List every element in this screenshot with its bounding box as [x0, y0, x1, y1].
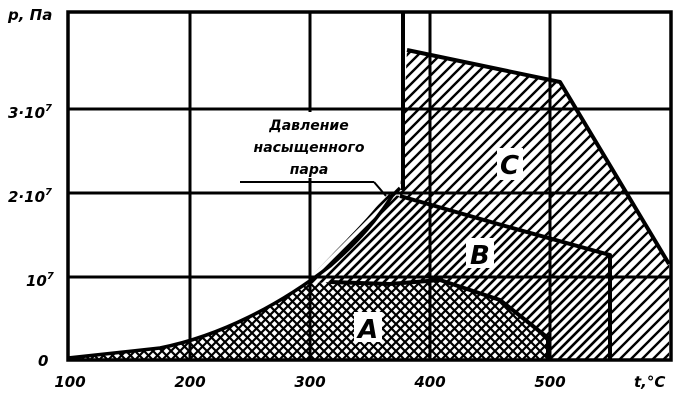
annotation-line-2: насыщенного — [254, 140, 365, 156]
x-tick-100: 100 — [54, 373, 85, 391]
region-c-label-bg — [497, 148, 523, 180]
annotation-bg — [238, 112, 380, 178]
y-tick-1e7-base: 10 — [26, 272, 47, 290]
region-c-boundary — [406, 48, 671, 266]
region-b-boundary — [399, 194, 612, 360]
y-tick-3e7-exp: 7 — [45, 103, 52, 114]
region-b-label: B — [470, 241, 490, 271]
region-a-fill — [68, 280, 548, 360]
y-tick-0: 0 — [38, 352, 48, 370]
x-axis-label: t,°C — [634, 373, 665, 391]
y-tick-1e7: 107 — [26, 271, 54, 290]
y-tick-3e7: 3·107 — [8, 103, 52, 122]
plot-frame — [66, 10, 673, 362]
x-tick-400: 400 — [413, 373, 445, 391]
region-c-fill — [400, 50, 669, 360]
annotation-leader-tail — [373, 181, 387, 197]
x-tick-500: 500 — [534, 373, 565, 391]
x-tick-300: 300 — [294, 373, 325, 391]
y-tick-2e7-exp: 7 — [45, 187, 52, 198]
y-tick-1e7-exp: 7 — [47, 271, 54, 282]
y-axis-label: p, Па — [7, 6, 52, 24]
region-a-label: A — [356, 315, 378, 345]
y-tick-2e7-base: 2·10 — [8, 188, 45, 206]
region-a-boundary — [329, 278, 550, 360]
y-tick-3e7-base: 3·10 — [8, 104, 45, 122]
region-a-label-bg — [354, 312, 382, 342]
y-tick-2e7: 2·107 — [8, 187, 52, 206]
saturation-pressure-curve — [67, 186, 402, 360]
region-b-label-bg — [466, 238, 494, 268]
annotation-line-1: Давление — [268, 118, 349, 134]
x-tick-200: 200 — [174, 373, 205, 391]
region-c-label: C — [500, 151, 519, 181]
grid — [68, 12, 671, 360]
annotation-line-3: пара — [290, 162, 329, 178]
